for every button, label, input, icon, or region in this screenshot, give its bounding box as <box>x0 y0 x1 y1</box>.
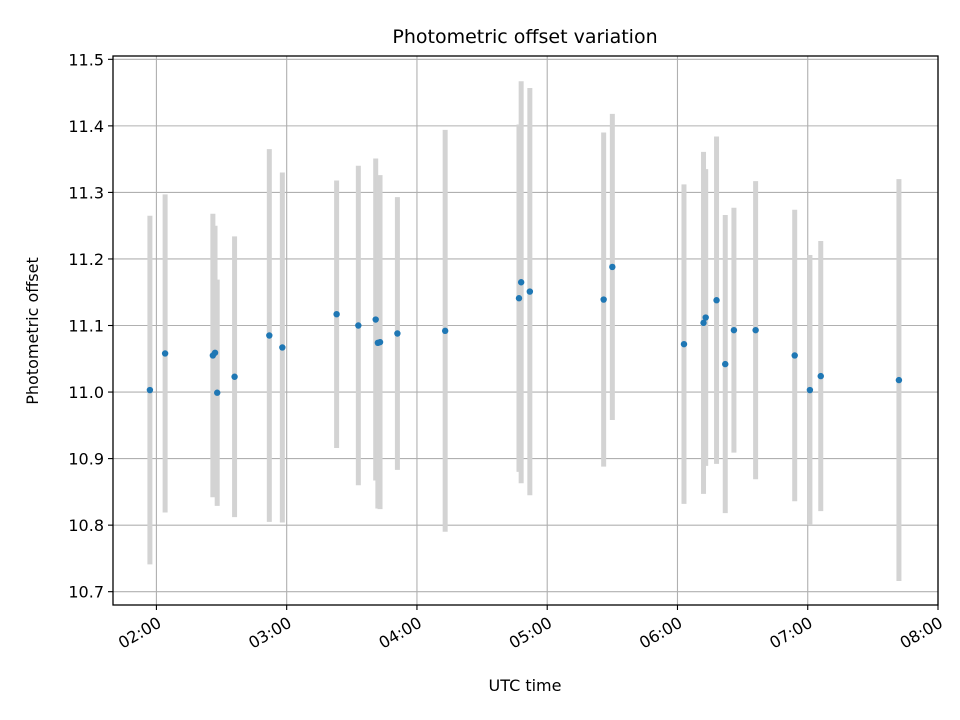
data-point <box>722 360 729 368</box>
data-point <box>441 327 449 335</box>
data-point <box>609 263 616 271</box>
data-point <box>526 288 534 295</box>
data-point <box>806 386 814 394</box>
data-point <box>680 340 688 348</box>
y-axis-ticks: 10.7 10.8 10.9 11.0 11.1 11.2 11.3 11.4 11.5 <box>68 50 113 602</box>
data-point <box>376 338 384 346</box>
data-point <box>517 279 525 286</box>
data-point <box>214 389 221 396</box>
data-point <box>700 319 707 327</box>
y-tick-label: 11.4 <box>68 117 104 136</box>
data-point <box>515 295 523 302</box>
y-tick-label: 10.9 <box>68 450 104 469</box>
data-points <box>146 263 903 396</box>
y-axis-label: Photometric offset <box>23 257 42 405</box>
y-tick-label: 11.3 <box>68 183 104 202</box>
data-point <box>394 330 401 337</box>
y-tick-label: 11.1 <box>68 317 104 336</box>
data-point <box>161 350 169 357</box>
data-point <box>146 386 154 394</box>
data-point <box>791 352 798 359</box>
data-point <box>211 349 219 356</box>
data-point <box>817 372 824 380</box>
y-tick-label: 11.2 <box>68 250 104 269</box>
data-point <box>702 314 709 321</box>
y-tick-label: 10.8 <box>68 516 104 535</box>
data-point <box>279 344 286 351</box>
data-point <box>600 296 607 303</box>
chart-title: Photometric offset variation <box>392 26 657 48</box>
data-point <box>333 310 340 318</box>
data-point <box>713 297 720 304</box>
data-point <box>895 376 903 384</box>
plot-frame <box>112 55 939 606</box>
y-tick-label: 10.7 <box>68 583 104 602</box>
data-point <box>231 373 238 380</box>
data-point <box>372 316 379 323</box>
y-tick-label: 11.5 <box>68 50 104 69</box>
y-tick-label: 11.0 <box>68 383 104 402</box>
data-point <box>752 326 759 334</box>
data-point <box>730 326 738 334</box>
data-point <box>266 332 273 339</box>
x-axis-label: UTC time <box>489 676 562 695</box>
data-point <box>355 322 362 329</box>
